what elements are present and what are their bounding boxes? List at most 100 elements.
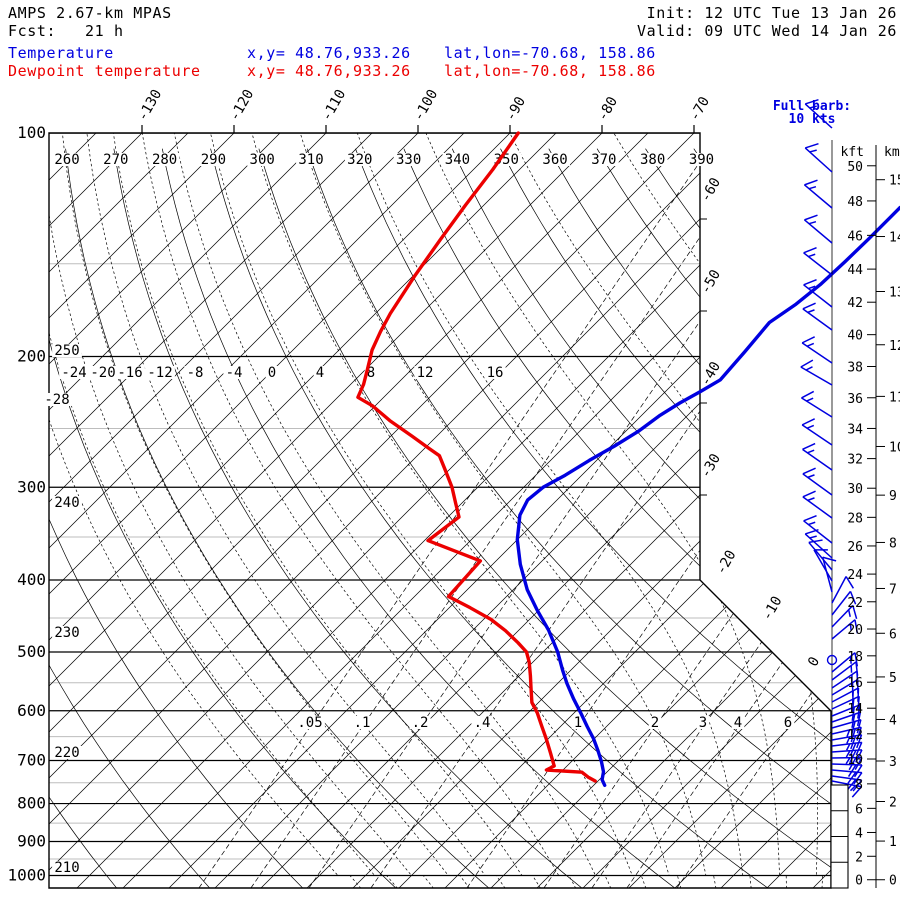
svg-text:200: 200	[17, 347, 46, 366]
svg-text:40: 40	[847, 329, 863, 344]
svg-text:20: 20	[847, 623, 863, 638]
background-grid	[49, 133, 831, 888]
svg-text:4.: 4.	[889, 713, 900, 728]
svg-text:-60: -60	[698, 175, 725, 205]
svg-text:-50: -50	[698, 267, 725, 297]
svg-text:290: 290	[201, 152, 226, 168]
svg-text:1.: 1.	[889, 835, 900, 850]
model-title: AMPS 2.67-km MPAS	[8, 4, 172, 22]
svg-text:-120: -120	[227, 87, 258, 124]
svg-text:-20: -20	[90, 365, 115, 381]
svg-text:48: 48	[847, 195, 863, 210]
temperature-legend-label: Temperature	[8, 44, 114, 62]
init-time: Init: 12 UTC Tue 13 Jan 26	[646, 4, 897, 22]
svg-text:1: 1	[574, 715, 582, 731]
svg-text:1000: 1000	[7, 866, 46, 885]
svg-text:30: 30	[847, 482, 863, 497]
svg-text:3.: 3.	[889, 755, 900, 770]
svg-text:12: 12	[417, 365, 434, 381]
svg-text:400: 400	[17, 570, 46, 589]
svg-text:-20: -20	[713, 548, 740, 578]
svg-text:4: 4	[855, 826, 863, 841]
svg-text:-12: -12	[147, 365, 172, 381]
svg-text:11.: 11.	[889, 390, 900, 405]
svg-text:9.: 9.	[889, 489, 900, 504]
svg-text:370: 370	[591, 152, 616, 168]
kft-scale-title: kft	[841, 145, 864, 160]
svg-text:5.: 5.	[889, 671, 900, 686]
svg-text:13.: 13.	[889, 286, 900, 301]
svg-text:-30: -30	[698, 451, 725, 481]
svg-text:300: 300	[250, 152, 275, 168]
svg-text:800: 800	[17, 794, 46, 813]
svg-text:250: 250	[54, 343, 79, 359]
height-scales: kft km02468101214161820222426283032343638…	[841, 145, 900, 889]
svg-text:0.: 0.	[889, 874, 900, 889]
svg-text:230: 230	[54, 625, 79, 641]
svg-text:36: 36	[847, 392, 863, 407]
svg-text:-130: -130	[135, 87, 166, 124]
dewpoint-curve	[356, 131, 597, 783]
svg-text:15.: 15.	[889, 174, 900, 189]
svg-text:-24: -24	[61, 365, 86, 381]
svg-text:6: 6	[855, 802, 863, 817]
calm-wind-circle	[826, 654, 838, 666]
svg-text:-16: -16	[117, 365, 142, 381]
svg-text:2: 2	[855, 850, 863, 865]
svg-text:900: 900	[17, 832, 46, 851]
svg-text:8: 8	[855, 778, 863, 793]
svg-text:6: 6	[784, 715, 792, 731]
svg-text:-100: -100	[411, 87, 442, 124]
svg-text:-70: -70	[687, 94, 714, 124]
svg-text:-10: -10	[759, 594, 786, 624]
svg-text:.2: .2	[412, 715, 429, 731]
svg-text:600: 600	[17, 701, 46, 720]
svg-text:360: 360	[542, 152, 567, 168]
svg-text:6.: 6.	[889, 627, 900, 642]
svg-text:310: 310	[298, 152, 323, 168]
svg-text:-90: -90	[503, 94, 530, 124]
svg-text:.4: .4	[474, 715, 491, 731]
svg-text:300: 300	[17, 477, 46, 496]
plot-border	[48, 132, 832, 889]
svg-text:340: 340	[445, 152, 470, 168]
svg-text:2: 2	[651, 715, 659, 731]
svg-text:240: 240	[54, 495, 79, 511]
wind-barbs	[800, 98, 863, 888]
svg-text:12: 12	[847, 728, 863, 743]
dewpoint-latlon: lat,lon=-70.68, 158.86	[444, 62, 656, 80]
svg-text:260: 260	[54, 152, 79, 168]
valid-time: Valid: 09 UTC Wed 14 Jan 26	[636, 22, 897, 40]
temperature-xy: x,y= 48.76,933.26	[247, 44, 411, 62]
svg-text:2.: 2.	[889, 796, 900, 811]
svg-text:100: 100	[17, 123, 46, 142]
svg-text:7.: 7.	[889, 582, 900, 597]
svg-text:16: 16	[847, 676, 863, 691]
svg-text:-28: -28	[44, 392, 69, 408]
svg-text:350: 350	[494, 152, 519, 168]
svg-text:22: 22	[847, 596, 863, 611]
svg-text:16: 16	[487, 365, 504, 381]
svg-text:320: 320	[347, 152, 372, 168]
svg-text:220: 220	[54, 745, 79, 761]
svg-text:38: 38	[847, 361, 863, 376]
svg-text:8.: 8.	[889, 536, 900, 551]
svg-text:-110: -110	[319, 87, 350, 124]
svg-text:14.: 14.	[889, 231, 900, 246]
svg-text:.1: .1	[354, 715, 371, 731]
svg-text:14: 14	[847, 702, 863, 717]
svg-text:380: 380	[640, 152, 665, 168]
svg-text:500: 500	[17, 642, 46, 661]
svg-text:44: 44	[847, 263, 863, 278]
svg-text:10: 10	[847, 753, 863, 768]
svg-text:0: 0	[855, 874, 863, 889]
svg-text:26: 26	[847, 540, 863, 555]
svg-text:24: 24	[847, 568, 863, 583]
svg-text:-80: -80	[595, 94, 622, 124]
svg-text:10.: 10.	[889, 440, 900, 455]
svg-text:18: 18	[847, 650, 863, 665]
terrain-column	[830, 784, 849, 889]
svg-text:4: 4	[316, 365, 324, 381]
